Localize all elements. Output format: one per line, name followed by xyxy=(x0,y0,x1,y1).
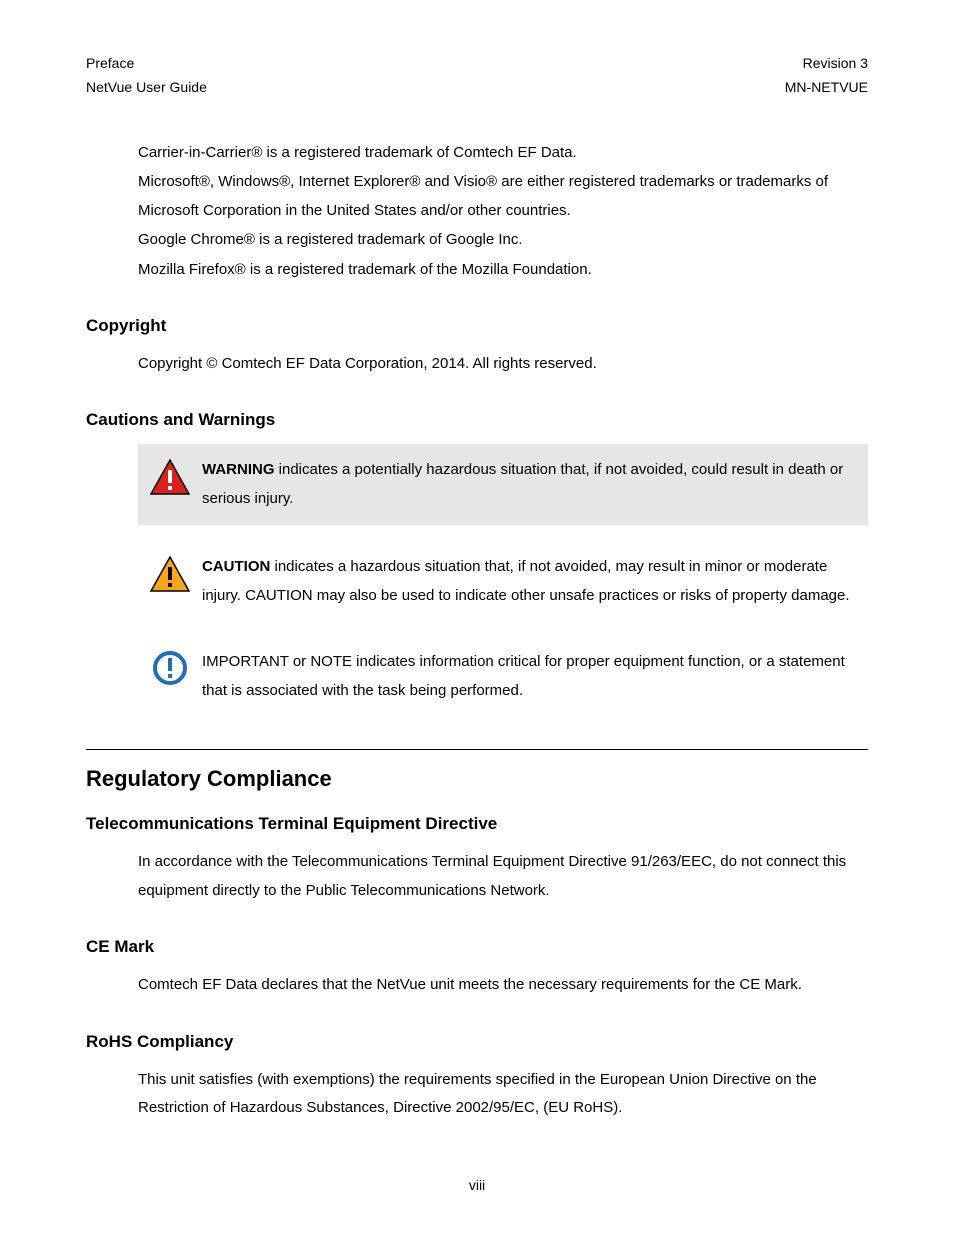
warning-label: WARNING xyxy=(202,461,275,478)
page-number: viii xyxy=(0,1177,954,1193)
telecom-heading: Telecommunications Terminal Equipment Di… xyxy=(86,814,868,834)
caution-body: indicates a hazardous situation that, if… xyxy=(202,558,850,604)
warning-body: indicates a potentially hazardous situat… xyxy=(202,461,843,507)
rohs-heading: RoHS Compliancy xyxy=(86,1032,868,1052)
telecom-text: In accordance with the Telecommunication… xyxy=(138,848,868,905)
trademark-line: Carrier-in-Carrier® is a registered trad… xyxy=(138,138,868,167)
ce-heading: CE Mark xyxy=(86,937,868,957)
header-right-1: Revision 3 xyxy=(803,52,868,76)
header-left-1: Preface xyxy=(86,52,134,76)
trademark-line: Microsoft®, Windows®, Internet Explorer®… xyxy=(138,167,868,226)
copyright-heading: Copyright xyxy=(86,316,868,336)
warning-text: WARNING indicates a potentially hazardou… xyxy=(202,456,856,513)
trademarks-block: Carrier-in-Carrier® is a registered trad… xyxy=(138,138,868,284)
section-rule xyxy=(86,749,868,750)
caution-icon xyxy=(138,553,202,593)
important-callout: IMPORTANT or NOTE indicates information … xyxy=(138,638,868,715)
warning-icon xyxy=(138,456,202,496)
important-icon xyxy=(138,648,202,686)
ce-text: Comtech EF Data declares that the NetVue… xyxy=(138,971,868,1000)
warning-callout: WARNING indicates a potentially hazardou… xyxy=(138,444,868,525)
caution-callout: CAUTION indicates a hazardous situation … xyxy=(138,543,868,620)
rohs-text: This unit satisfies (with exemptions) th… xyxy=(138,1066,868,1123)
header-right-2: MN-NETVUE xyxy=(785,76,868,100)
important-text: IMPORTANT or NOTE indicates information … xyxy=(202,648,858,705)
regulatory-heading: Regulatory Compliance xyxy=(86,766,868,792)
caution-text: CAUTION indicates a hazardous situation … xyxy=(202,553,858,610)
caution-label: CAUTION xyxy=(202,558,270,575)
trademark-line: Google Chrome® is a registered trademark… xyxy=(138,225,868,254)
copyright-text: Copyright © Comtech EF Data Corporation,… xyxy=(138,350,868,379)
cautions-heading: Cautions and Warnings xyxy=(86,410,868,430)
trademark-line: Mozilla Firefox® is a registered tradema… xyxy=(138,255,868,284)
header-left-2: NetVue User Guide xyxy=(86,76,207,100)
